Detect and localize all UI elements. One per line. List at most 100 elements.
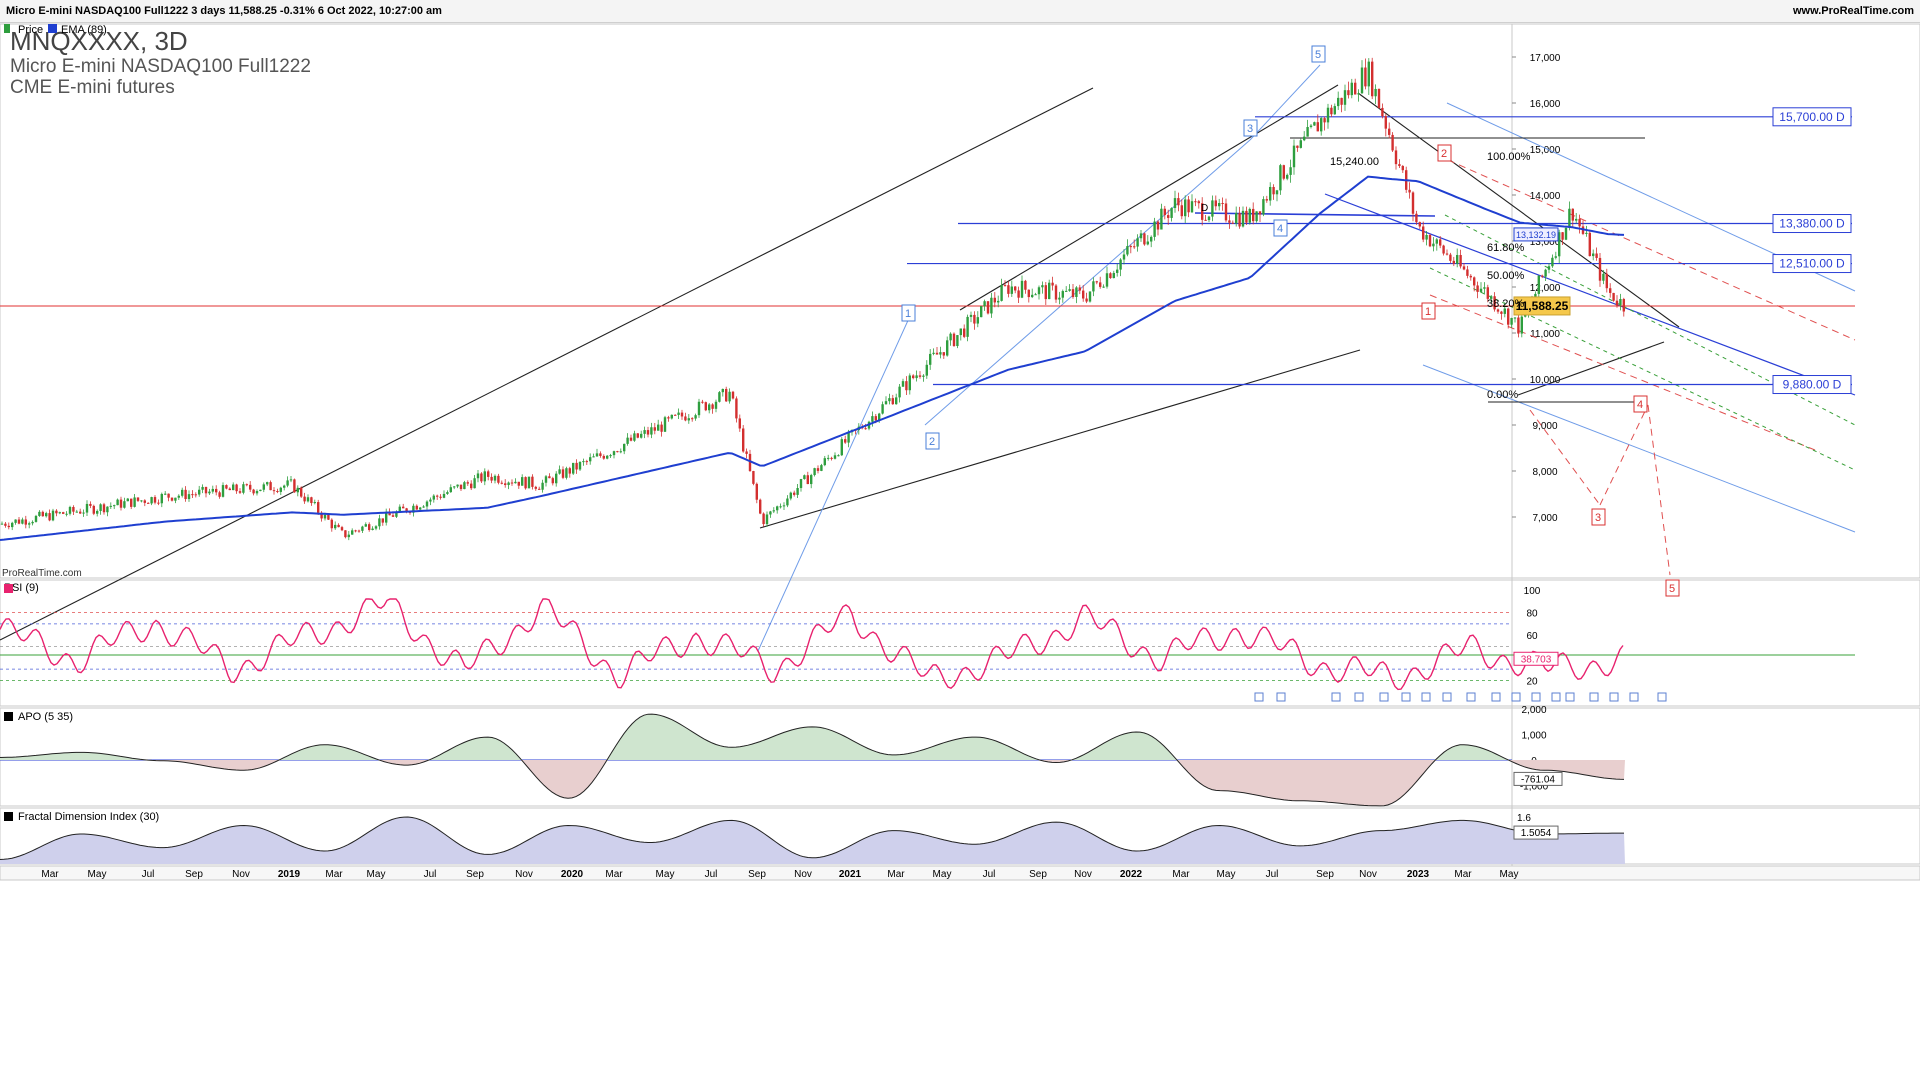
candle-body xyxy=(1425,234,1428,240)
window-title-bar: Micro E-mini NASDAQ100 Full1222 3 days 1… xyxy=(0,0,1920,23)
candle-body xyxy=(1218,203,1221,207)
x-tick-label: Nov xyxy=(794,869,812,880)
candle-body xyxy=(1085,298,1088,302)
candle-body xyxy=(650,427,653,435)
ema-line xyxy=(0,175,1625,541)
level-label: 12,510.00 D xyxy=(1779,257,1845,271)
candle-body xyxy=(374,526,378,529)
candle-body xyxy=(1449,254,1452,261)
level-label-box xyxy=(1772,107,1852,127)
candle-body xyxy=(541,482,544,490)
candle-body xyxy=(337,524,340,528)
wave-label: 3 xyxy=(1247,123,1253,135)
watermark: ProRealTime.com xyxy=(2,568,82,579)
wave-label-box xyxy=(1421,302,1436,320)
candle-body xyxy=(1177,198,1180,206)
candle-body xyxy=(1330,107,1333,115)
candle-body xyxy=(1299,140,1302,148)
news-icon xyxy=(1331,692,1341,702)
candle-body xyxy=(969,314,973,317)
news-icon xyxy=(1565,692,1575,702)
candle-body xyxy=(534,486,537,489)
candle-body xyxy=(1184,199,1187,217)
candle-body xyxy=(748,453,752,472)
candle-body xyxy=(1163,208,1166,216)
last-price-tag xyxy=(1513,296,1571,316)
blue-wave-line-1 xyxy=(757,315,911,652)
news-icon xyxy=(1629,692,1639,702)
candle-body xyxy=(1622,299,1625,312)
candle-body xyxy=(1388,128,1391,135)
site-label[interactable]: www.ProRealTime.com xyxy=(1792,5,1914,17)
candle-body xyxy=(58,512,61,514)
candle-body xyxy=(1275,190,1279,195)
candle-body xyxy=(769,511,772,515)
ema-value: 13,132.19 xyxy=(1516,230,1556,240)
candle-body xyxy=(164,493,167,495)
x-tick-label: May xyxy=(88,869,107,880)
wave-label-box xyxy=(925,432,940,450)
candle-body xyxy=(24,519,27,525)
candle-body xyxy=(402,506,405,509)
candle-body xyxy=(1544,269,1547,277)
candle-body xyxy=(459,484,463,490)
candle-body xyxy=(347,534,350,538)
candle-body xyxy=(279,487,282,492)
wave-label: 4 xyxy=(1277,223,1283,235)
trend-line-upper-2 xyxy=(959,84,1339,311)
apo-area-positive xyxy=(0,714,1625,760)
candle-body xyxy=(1010,286,1013,294)
news-icon xyxy=(1491,692,1501,702)
wave-label: 1 xyxy=(1425,306,1431,318)
wave-label: 2 xyxy=(929,436,935,448)
news-icon xyxy=(1254,692,1264,702)
candle-body xyxy=(194,494,197,496)
candle-body xyxy=(582,461,585,463)
candle-body xyxy=(476,473,480,479)
candle-body xyxy=(833,455,837,459)
candle-body xyxy=(1401,166,1404,171)
apo-value: -761.04 xyxy=(1521,774,1555,785)
candle-body xyxy=(266,482,269,485)
wave-label-box xyxy=(901,304,916,322)
candle-body xyxy=(1337,97,1340,107)
candle-body xyxy=(1201,203,1204,220)
candle-body xyxy=(837,455,840,457)
candle-body xyxy=(255,491,259,494)
x-tick-label: Sep xyxy=(1029,869,1047,880)
candle-body xyxy=(602,455,605,459)
candle-body xyxy=(1445,253,1449,255)
candle-body xyxy=(1051,282,1054,286)
candle-body xyxy=(1248,208,1251,223)
candle-body xyxy=(728,391,731,402)
candle-body xyxy=(1214,200,1217,207)
candle-body xyxy=(589,457,592,462)
candle-body xyxy=(313,502,316,504)
rsi-pane xyxy=(0,579,1920,707)
y-tick-label: 13,000 xyxy=(1530,237,1561,248)
x-tick-label: Nov xyxy=(515,869,533,880)
candle-body xyxy=(1558,232,1561,257)
fib-label: 61.80% xyxy=(1487,242,1525,254)
candle-body xyxy=(980,306,983,318)
candle-body xyxy=(361,526,364,531)
candle-body xyxy=(204,486,208,494)
candle-body xyxy=(623,443,626,452)
wave-label: 2 xyxy=(1441,148,1447,160)
candle-body xyxy=(1269,186,1272,201)
candle-body xyxy=(68,506,72,514)
wave-label: 3 xyxy=(1595,512,1601,524)
candle-body xyxy=(106,506,109,513)
candle-body xyxy=(629,437,633,441)
y-tick-label: 15,000 xyxy=(1530,145,1561,156)
candle-body xyxy=(245,484,248,486)
candle-body xyxy=(714,401,718,409)
candle-body xyxy=(721,388,724,393)
candle-body xyxy=(1551,257,1554,267)
candle-body xyxy=(871,416,874,422)
candle-body xyxy=(436,495,439,497)
candle-body xyxy=(1517,317,1520,334)
candle-body xyxy=(1279,165,1282,191)
candle-body xyxy=(1180,205,1183,217)
